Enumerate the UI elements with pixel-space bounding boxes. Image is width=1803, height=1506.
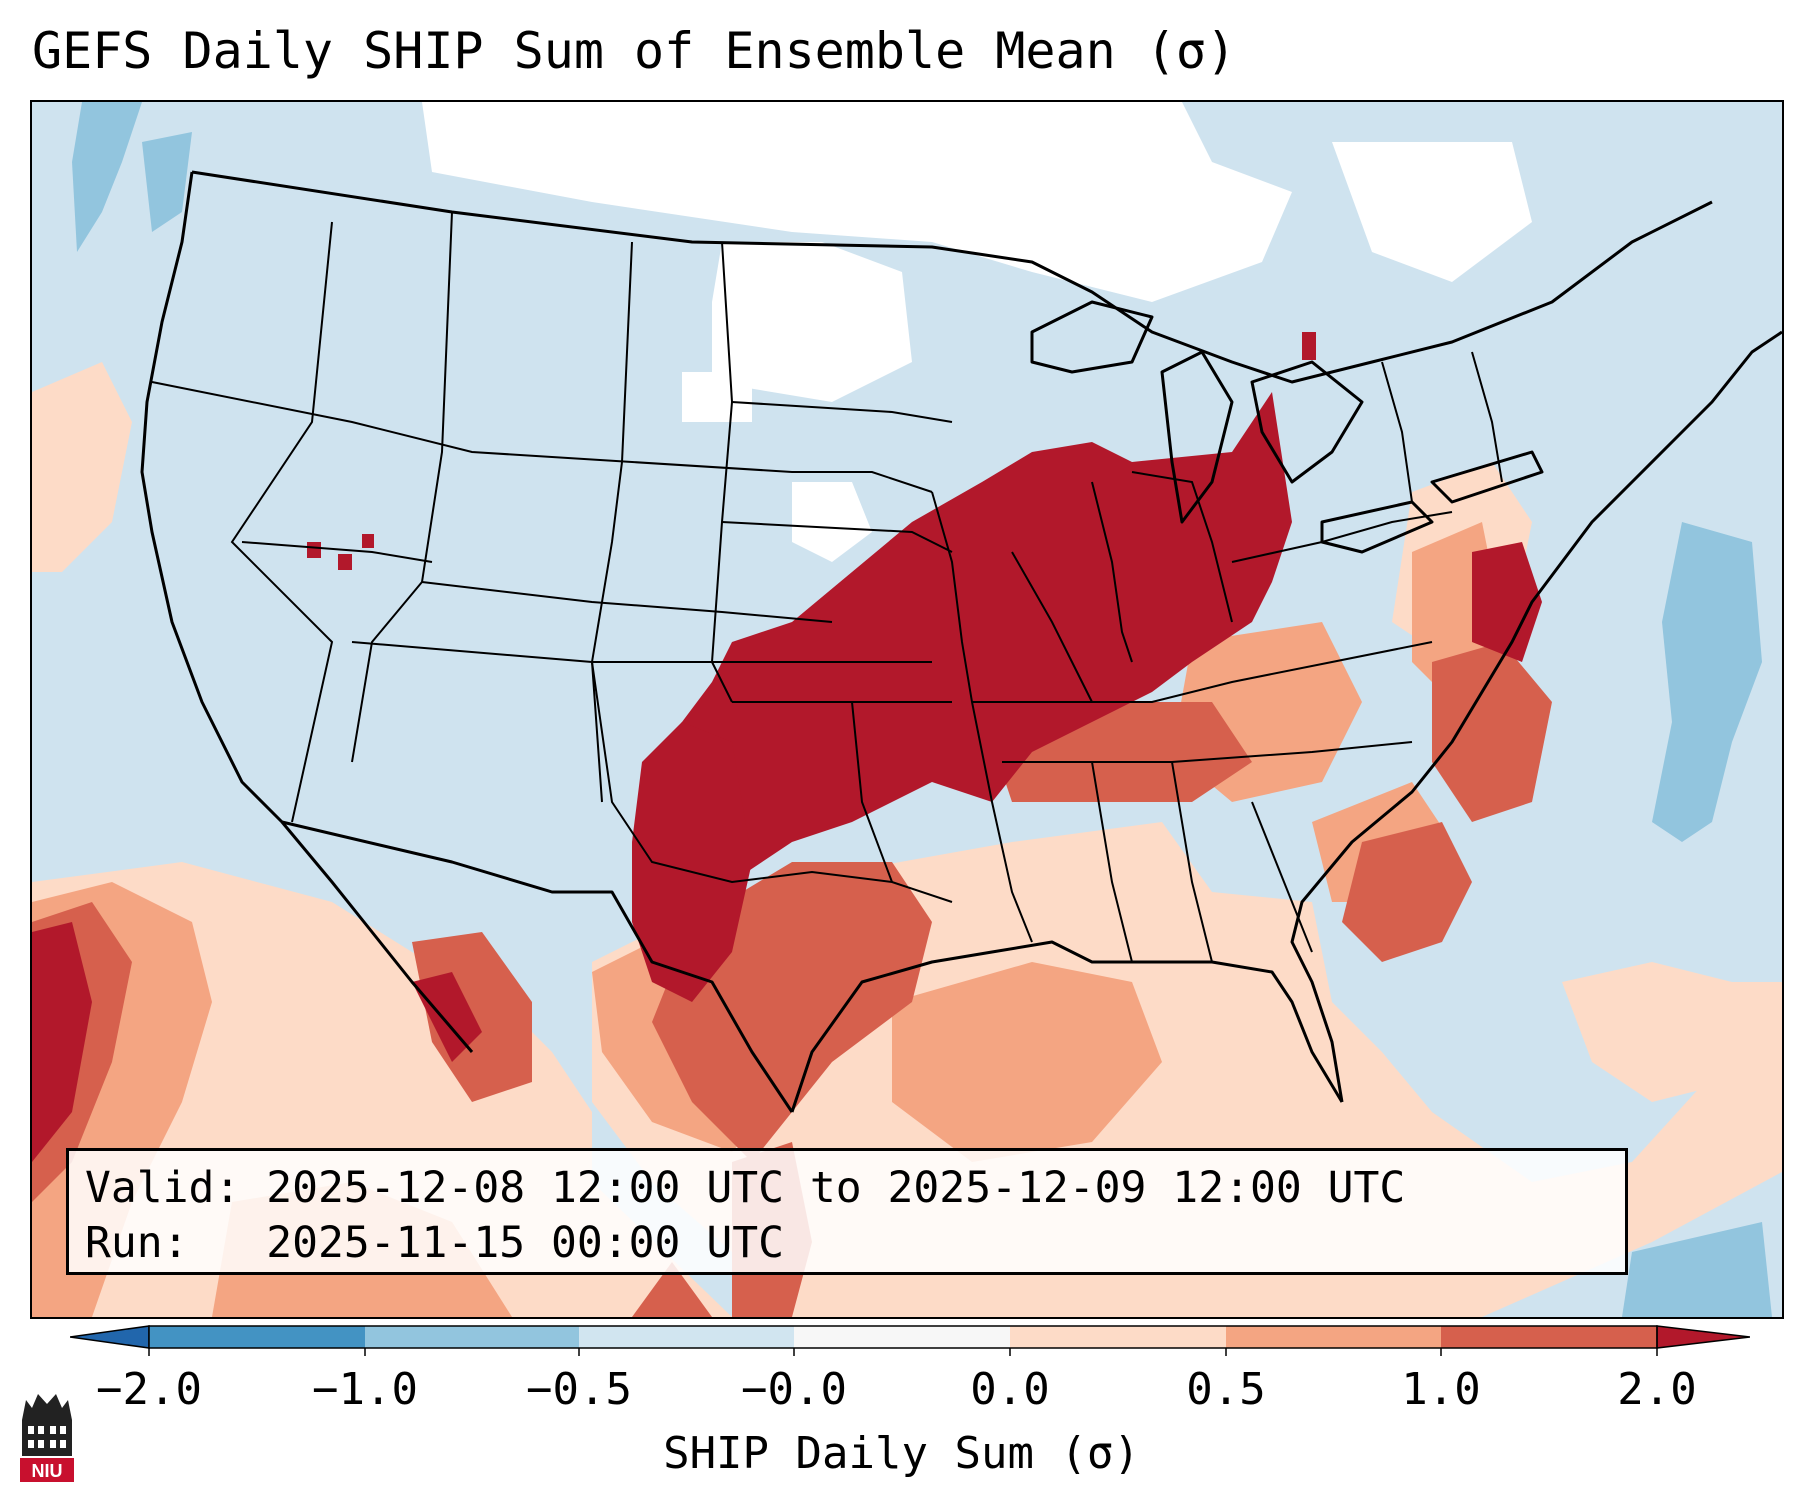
colorbar-extend-high [1656, 1325, 1750, 1349]
near-zero-areas [422, 102, 1532, 562]
valid-time-line: Valid: 2025-12-08 12:00 UTC to 2025-12-0… [85, 1163, 1406, 1213]
colorbar-frame [148, 1325, 1658, 1349]
colorbar-tick-label: 0.0 [970, 1364, 1050, 1415]
map-canvas [32, 102, 1782, 1317]
colorbar-tick-label: −2.0 [96, 1364, 202, 1415]
colorbar-tick-label: −0.0 [741, 1364, 847, 1415]
run-time-line: Run: 2025-11-15 00:00 UTC [85, 1218, 784, 1268]
colorbar-bin [1441, 1326, 1657, 1348]
map-panel [30, 100, 1784, 1319]
colorbar [70, 1325, 1750, 1356]
negative-anomaly-areas [72, 102, 1772, 1317]
valid-run-info-box: Valid: 2025-12-08 12:00 UTC to 2025-12-0… [66, 1148, 1628, 1275]
colorbar-bin [794, 1326, 1010, 1348]
colorbar-bin [579, 1326, 794, 1348]
colorbar-tick-label: 2.0 [1617, 1364, 1697, 1415]
colorbar-tick-label: 0.5 [1186, 1364, 1266, 1415]
colorbar-tick-label: −1.0 [312, 1364, 418, 1415]
state-boundaries [151, 211, 1503, 963]
niu-logo-icon: NIU [20, 1394, 74, 1482]
colorbar-bin [149, 1326, 365, 1348]
extreme-positive-areas [32, 332, 1542, 1162]
svg-text:NIU: NIU [32, 1461, 63, 1481]
colorbar-bin [365, 1326, 579, 1348]
colorbar-bin [1226, 1326, 1441, 1348]
colorbar-tick-label: 1.0 [1401, 1364, 1481, 1415]
chart-title: GEFS Daily SHIP Sum of Ensemble Mean (σ) [32, 22, 1237, 80]
colorbar-extend-low [70, 1325, 150, 1349]
colorbar-label: SHIP Daily Sum (σ) [663, 1428, 1140, 1479]
colorbar-tick-label: −0.5 [526, 1364, 632, 1415]
geography-lines [140, 170, 1782, 1113]
colorbar-bin [1010, 1326, 1226, 1348]
